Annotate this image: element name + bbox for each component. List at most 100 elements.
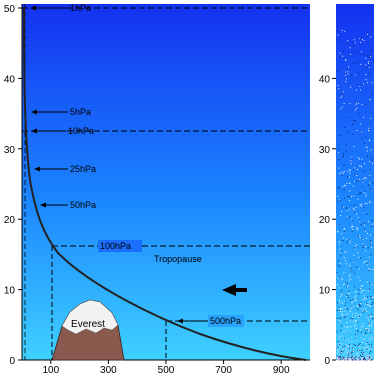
density-dot bbox=[351, 157, 353, 159]
density-dot bbox=[365, 177, 367, 179]
density-dot bbox=[360, 314, 362, 316]
density-dot bbox=[341, 106, 343, 108]
density-dot bbox=[340, 313, 343, 315]
density-dot bbox=[362, 310, 364, 312]
density-dot bbox=[368, 61, 370, 63]
density-dot bbox=[370, 323, 372, 325]
density-dot bbox=[370, 117, 372, 120]
density-dot bbox=[341, 307, 343, 310]
density-dot bbox=[351, 225, 353, 227]
density-dot bbox=[359, 342, 361, 344]
density-dot bbox=[354, 353, 356, 355]
density-dot bbox=[358, 346, 360, 348]
density-dot bbox=[369, 282, 371, 284]
density-dot bbox=[337, 143, 339, 145]
density-dot bbox=[356, 352, 358, 354]
density-dot bbox=[340, 350, 342, 353]
density-dot bbox=[360, 37, 362, 39]
density-dot bbox=[351, 340, 353, 342]
density-dot bbox=[367, 55, 369, 57]
density-dot bbox=[368, 56, 370, 58]
density-dot bbox=[354, 42, 356, 44]
density-dot bbox=[368, 323, 370, 325]
density-dot bbox=[368, 331, 371, 333]
density-dot bbox=[357, 229, 359, 231]
density-dot bbox=[350, 317, 352, 319]
density-dot bbox=[345, 78, 347, 80]
density-dot bbox=[366, 67, 368, 69]
density-dot bbox=[365, 136, 367, 138]
density-dot bbox=[364, 250, 367, 252]
density-dot bbox=[348, 352, 350, 354]
density-dot bbox=[368, 256, 370, 258]
density-dot bbox=[364, 358, 366, 361]
right-tick-label: 10 bbox=[319, 286, 331, 297]
density-dot bbox=[367, 329, 370, 331]
density-dot bbox=[365, 298, 367, 300]
density-dot bbox=[361, 345, 363, 348]
pressure-altitude-curve bbox=[23, 7, 307, 361]
density-dot bbox=[351, 300, 354, 302]
density-dot bbox=[348, 55, 350, 57]
density-dot bbox=[340, 173, 342, 175]
pressure-label-10hpa: 10hPa bbox=[31, 126, 94, 136]
density-dot bbox=[350, 336, 353, 338]
density-dot bbox=[370, 149, 372, 151]
density-dot bbox=[366, 150, 368, 152]
density-dot bbox=[369, 305, 371, 307]
density-dot bbox=[342, 91, 344, 93]
x-tick-label: 300 bbox=[100, 365, 117, 376]
density-dot bbox=[339, 356, 341, 358]
density-dot bbox=[347, 346, 349, 348]
density-dot bbox=[343, 102, 345, 104]
density-dot bbox=[364, 310, 366, 312]
density-dot bbox=[337, 349, 339, 351]
density-dot bbox=[358, 349, 360, 351]
density-dot bbox=[364, 296, 366, 299]
density-dot bbox=[357, 305, 359, 307]
density-dot bbox=[360, 337, 362, 339]
density-dot bbox=[361, 104, 363, 106]
density-dot bbox=[367, 347, 369, 349]
density-dot bbox=[347, 308, 349, 310]
density-dot bbox=[343, 348, 345, 350]
density-dot bbox=[356, 307, 358, 309]
density-dot bbox=[336, 39, 338, 41]
density-dot bbox=[366, 346, 368, 349]
density-dot bbox=[359, 235, 361, 237]
density-dot bbox=[361, 285, 363, 287]
density-dot bbox=[356, 330, 359, 332]
density-dot bbox=[353, 119, 355, 121]
density-dot bbox=[364, 202, 366, 205]
density-dot bbox=[351, 156, 353, 158]
density-dot bbox=[344, 231, 346, 233]
density-dot bbox=[354, 193, 356, 196]
density-dot bbox=[361, 203, 363, 205]
density-dot bbox=[337, 346, 339, 348]
density-dot bbox=[351, 226, 353, 228]
density-dot bbox=[339, 94, 342, 96]
density-dot bbox=[370, 303, 372, 306]
density-dot bbox=[364, 261, 366, 263]
density-dot bbox=[355, 295, 357, 297]
density-dot bbox=[356, 321, 358, 323]
density-dot bbox=[363, 54, 365, 56]
density-dot bbox=[357, 357, 359, 359]
mountain-snow bbox=[61, 299, 119, 335]
left-tick-label: 20 bbox=[4, 215, 16, 226]
density-dot bbox=[344, 71, 347, 73]
density-dot bbox=[364, 228, 366, 230]
density-dot bbox=[366, 316, 368, 318]
density-dot bbox=[351, 350, 353, 352]
density-dot bbox=[354, 345, 357, 347]
density-dot bbox=[368, 319, 370, 321]
density-dot bbox=[340, 359, 343, 361]
density-dot bbox=[336, 331, 338, 333]
density-dot bbox=[345, 314, 347, 316]
density-dot bbox=[365, 146, 367, 148]
density-dot bbox=[345, 350, 347, 352]
density-dot bbox=[369, 161, 371, 163]
density-dot bbox=[340, 294, 343, 296]
density-dot bbox=[365, 332, 367, 335]
